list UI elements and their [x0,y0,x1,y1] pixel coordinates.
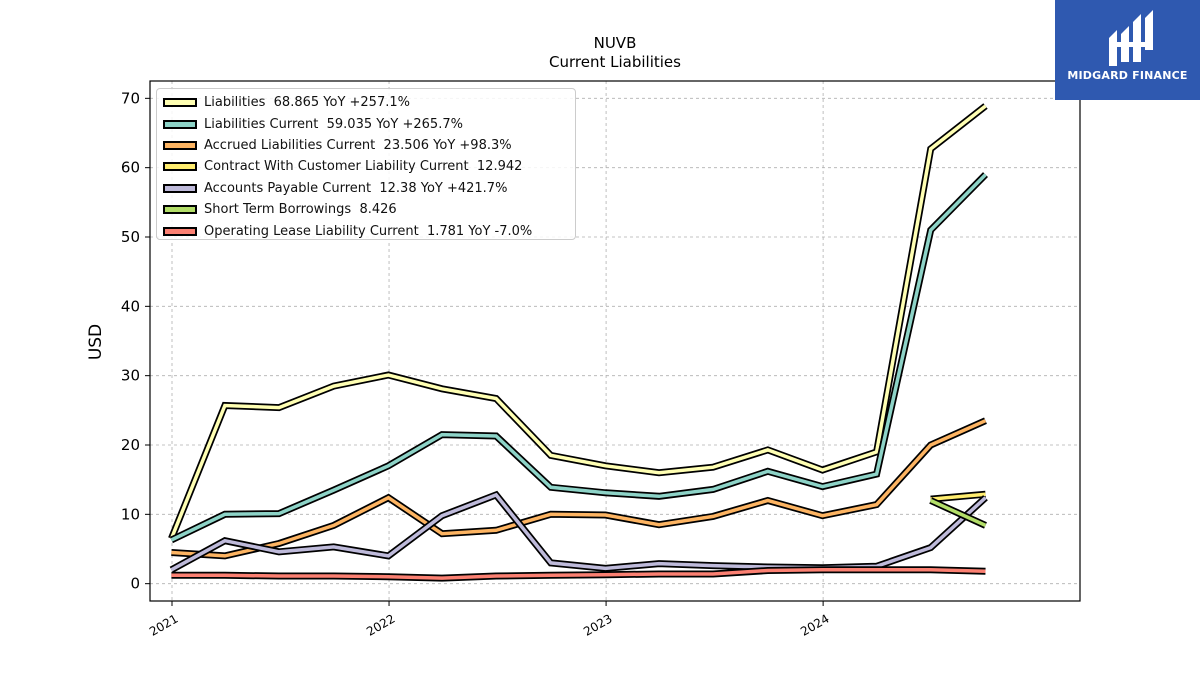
series-operating-lease-liability-current [171,566,986,582]
series-line [929,498,987,527]
brand-logo: MIDGARD FINANCE [1055,0,1200,100]
y-tick-label: 30 [121,367,140,385]
legend-value: 1.781 YoY -7.0% [426,223,533,239]
plot-frame [149,80,1081,602]
y-tick-label: 10 [121,505,140,523]
series-liabilities [168,103,988,540]
legend-item: Liabilities Current 59.035 YoY +265.7% [163,113,575,134]
logo-text: MIDGARD FINANCE [1067,69,1188,82]
legend-swatch [163,140,197,150]
legend-swatch [163,226,197,236]
legend-item: Liabilities 68.865 YoY +257.1% [163,92,575,113]
legend-item: Accounts Payable Current 12.38 YoY +421.… [163,178,575,199]
x-tick-label: 2021 [147,611,180,638]
series-line [171,419,987,558]
series-line [171,568,986,580]
legend-swatch [163,119,197,129]
y-tick-label: 60 [121,159,140,177]
y-tick-label: 50 [121,228,140,246]
legend-label: Liabilities Current [204,116,319,132]
legend-value: 12.942 [476,159,523,175]
y-tick-label: 0 [130,575,140,593]
chart-title: NUVB [594,34,637,52]
series-liabilities-current [169,172,988,544]
x-ticks: 2021 2022 2023 2024 [147,601,832,639]
legend: Liabilities 68.865 YoY +257.1% Liabiliti… [156,88,576,240]
series-short-term-borrowings [929,497,987,529]
series-line [170,173,987,542]
y-ticks: 0 10 20 30 40 50 60 70 [121,89,150,593]
series-line [169,104,987,540]
logo-icon [1109,10,1153,66]
legend-item: Short Term Borrowings 8.426 [163,199,575,220]
legend-label: Liabilities [204,95,266,111]
legend-label: Accounts Payable Current [204,180,372,196]
series-contract-with-customer-liability-current [930,490,986,503]
legend-item: Accrued Liabilities Current 23.506 YoY +… [163,135,575,156]
grid [150,81,1080,601]
legend-value: 68.865 YoY +257.1% [273,95,410,111]
series-line [930,492,986,501]
legend-value: 59.035 YoY +265.7% [326,116,463,132]
legend-swatch [163,205,197,215]
legend-value: 8.426 [359,202,397,218]
legend-item: Operating Lease Liability Current 1.781 … [163,220,575,241]
y-tick-label: 20 [121,436,140,454]
y-axis-label: USD [86,324,106,360]
x-tick-label: 2024 [798,611,831,638]
legend-label: Operating Lease Liability Current [204,223,419,239]
y-tick-label: 40 [121,297,140,315]
y-tick-label: 70 [121,89,140,107]
legend-swatch [163,98,197,108]
legend-item: Contract With Customer Liability Current… [163,156,575,177]
series-accrued-liabilities-current [171,417,987,560]
series-lines [168,103,988,582]
legend-value: 23.506 YoY +98.3% [383,137,512,153]
legend-swatch [163,162,197,172]
legend-swatch [163,183,197,193]
legend-value: 12.38 YoY +421.7% [379,180,508,196]
x-tick-label: 2023 [581,611,614,638]
legend-label: Short Term Borrowings [204,202,352,218]
x-tick-label: 2022 [364,611,397,638]
legend-label: Accrued Liabilities Current [204,137,376,153]
chart-subtitle: Current Liabilities [549,53,681,71]
legend-label: Contract With Customer Liability Current [204,159,469,175]
